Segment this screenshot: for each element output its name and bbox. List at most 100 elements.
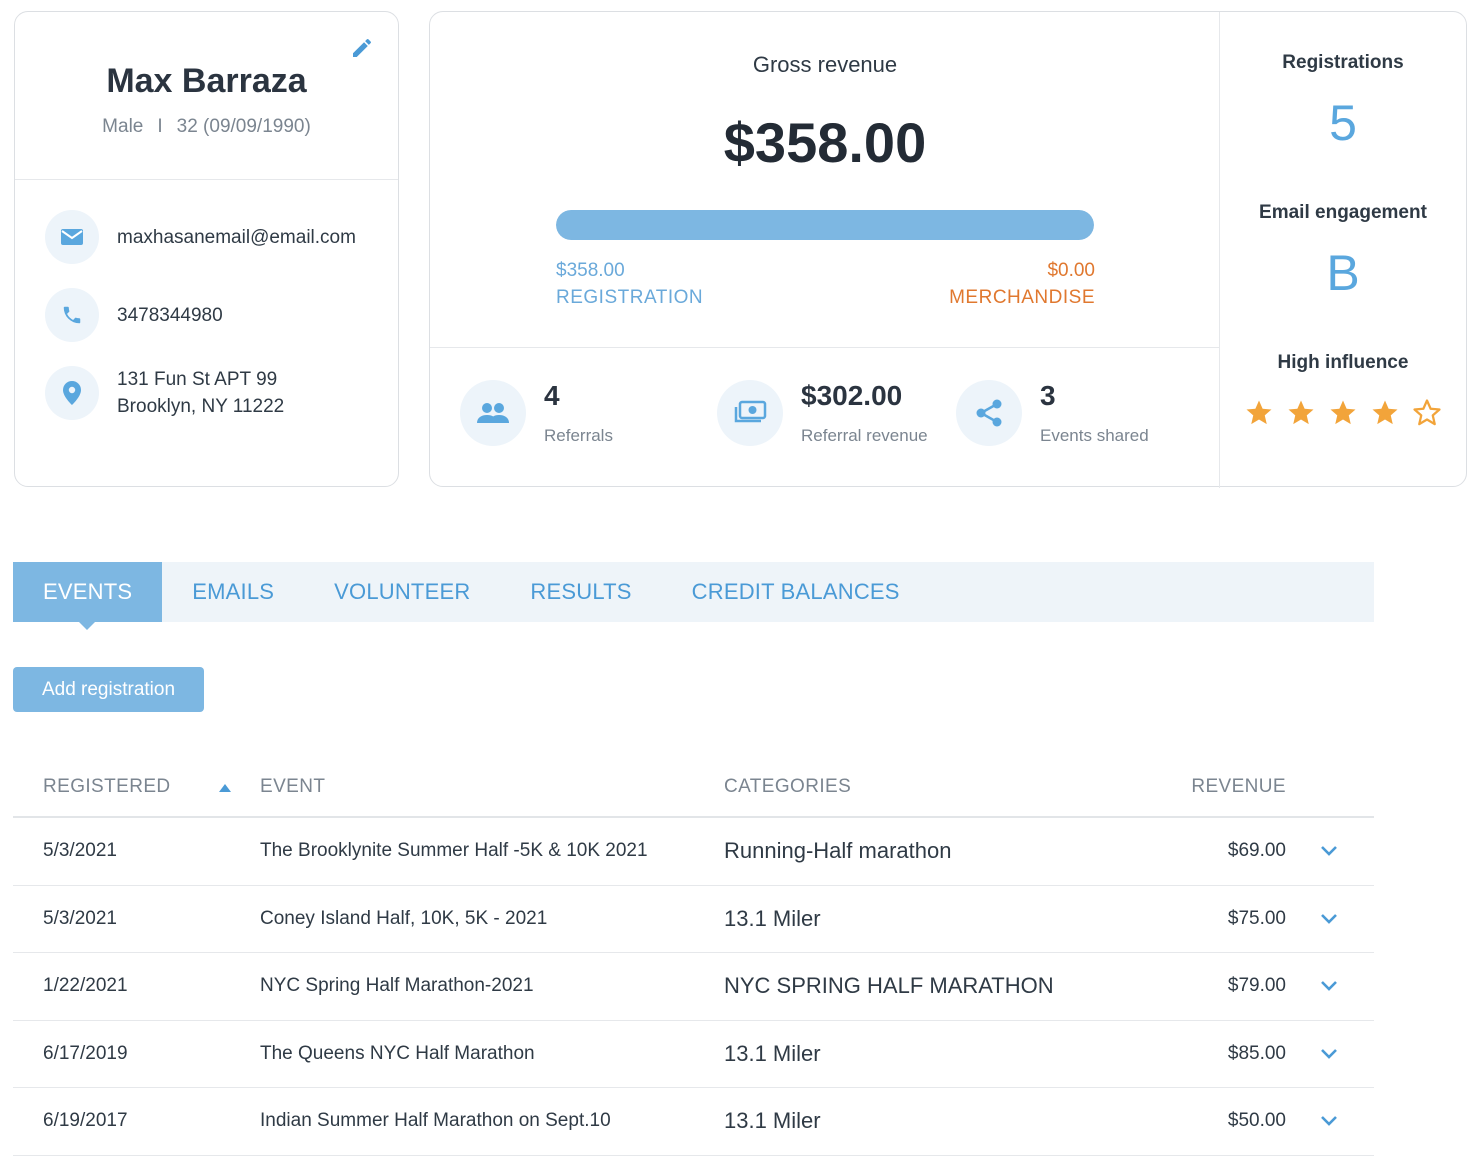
profile-meta: Male I 32 (09/09/1990): [15, 116, 398, 138]
star-filled-icon: [1372, 400, 1398, 425]
cell-category: NYC SPRING HALF MARATHON: [724, 973, 1054, 998]
tab-events[interactable]: EVENTS: [13, 562, 163, 630]
address-text: 131 Fun St APT 99 Brooklyn, NY 11222: [117, 366, 284, 420]
email-icon: [45, 210, 99, 264]
table-header: REGISTERED EVENT CATEGORIES REVENUE: [13, 752, 1374, 818]
referrals-label: Referrals: [544, 426, 613, 445]
people-icon: [460, 380, 526, 446]
influence-label: High influence: [1277, 352, 1409, 373]
meta-separator: I: [157, 116, 163, 137]
header-categories[interactable]: CATEGORIES: [724, 776, 852, 797]
star-outline-icon: [1413, 399, 1441, 426]
registrations-count: 5: [1329, 95, 1357, 151]
table-row[interactable]: 6/19/2017 Indian Summer Half Marathon on …: [13, 1088, 1374, 1156]
cell-registered: 5/3/2021: [43, 840, 117, 861]
events-shared-label: Events shared: [1040, 426, 1149, 445]
share-icon: [956, 380, 1022, 446]
star-filled-icon: [1246, 400, 1272, 425]
table-row[interactable]: 1/22/2021 NYC Spring Half Marathon-2021 NY…: [13, 953, 1374, 1021]
tab-emails[interactable]: EMAILS: [192, 579, 275, 604]
email-row: maxhasanemail@email.com: [45, 210, 356, 264]
cell-revenue: $79.00: [1227, 975, 1286, 996]
phone-row: 3478344980: [45, 288, 223, 342]
table-row[interactable]: 5/3/2021 The Brooklynite Summer Half -5K …: [13, 818, 1374, 886]
edit-profile-button[interactable]: [350, 36, 374, 60]
gross-revenue-label: Gross revenue: [752, 52, 898, 77]
registrations-table: REGISTERED EVENT CATEGORIES REVENUE 5/3/…: [13, 752, 1374, 1156]
tab-credit-balances[interactable]: CREDIT BALANCES: [691, 579, 900, 604]
phone-text[interactable]: 3478344980: [117, 304, 223, 326]
email-engagement-grade: B: [1326, 245, 1360, 301]
chevron-down-icon[interactable]: [1319, 912, 1339, 926]
registration-label: REGISTRATION: [556, 287, 704, 308]
profile-gender: Male: [102, 116, 144, 137]
revenue-progress-bar: [556, 210, 1094, 240]
email-text[interactable]: maxhasanemail@email.com: [117, 226, 356, 248]
cell-category: 13.1 Miler: [724, 1108, 821, 1133]
influence-rating: [1244, 398, 1442, 428]
gross-revenue-panel: Gross revenue $358.00 $358.00 REGISTRATI…: [430, 12, 1220, 348]
cell-registered: 1/22/2021: [43, 975, 128, 996]
profile-age-dob: 32 (09/09/1990): [176, 116, 311, 137]
header-event[interactable]: EVENT: [260, 776, 326, 797]
address-line2: Brooklyn, NY 11222: [117, 396, 285, 417]
email-engagement-label: Email engagement: [1259, 202, 1427, 223]
cell-registered: 6/19/2017: [43, 1110, 128, 1131]
chevron-down-icon[interactable]: [1319, 979, 1339, 993]
stat-events-shared: 3 Events shared: [956, 378, 1149, 446]
address-row: 131 Fun St APT 99 Brooklyn, NY 11222: [45, 366, 284, 420]
profile-card: Max Barraza Male I 32 (09/09/1990) maxhasa…: [14, 11, 399, 487]
location-pin-icon: [45, 366, 99, 420]
referral-revenue-value: $302.00: [801, 380, 903, 411]
money-icon: [717, 380, 783, 446]
tab-volunteer[interactable]: VOLUNTEER: [334, 579, 471, 604]
add-registration-button[interactable]: Add registration: [13, 667, 204, 712]
cell-revenue: $75.00: [1227, 907, 1286, 929]
cell-category: Running-Half marathon: [724, 838, 952, 863]
referral-stats: 4 Referrals $302.00 Referral revenue 3 E…: [430, 348, 1220, 488]
registrations-label: Registrations: [1282, 52, 1404, 73]
star-filled-icon: [1288, 400, 1314, 425]
cell-event: Indian Summer Half Marathon on Sept.10: [260, 1110, 611, 1131]
cell-event: Coney Island Half, 10K, 5K - 2021: [260, 907, 548, 929]
sort-ascending-icon[interactable]: [219, 784, 231, 792]
referrals-value: 4: [544, 380, 560, 411]
pencil-icon: [353, 38, 371, 57]
gross-revenue-value: $358.00: [723, 111, 927, 174]
cell-revenue: $85.00: [1227, 1042, 1286, 1064]
registration-amount: $358.00: [556, 260, 625, 281]
stat-referral-revenue: $302.00 Referral revenue: [717, 378, 928, 446]
stat-referrals: 4 Referrals: [460, 378, 613, 446]
phone-icon: [45, 288, 99, 342]
merchandise-amount: $0.00: [1047, 260, 1095, 281]
engagement-panel: Registrations 5 Email engagement B High …: [1220, 12, 1466, 488]
cell-revenue: $69.00: [1227, 840, 1286, 861]
revenue-card: Gross revenue $358.00 $358.00 REGISTRATI…: [429, 11, 1467, 488]
chevron-down-icon[interactable]: [1319, 1047, 1339, 1061]
chevron-down-icon[interactable]: [1319, 1114, 1339, 1128]
cell-category: 13.1 Miler: [724, 1040, 821, 1066]
profile-name: Max Barraza: [106, 62, 307, 100]
cell-registered: 6/17/2019: [43, 1042, 128, 1064]
cell-event: The Queens NYC Half Marathon: [260, 1042, 535, 1064]
registration-bar-fill: [556, 210, 1094, 240]
cell-event: NYC Spring Half Marathon-2021: [260, 975, 534, 996]
events-shared-value: 3: [1040, 380, 1056, 411]
star-filled-icon: [1330, 400, 1356, 425]
cell-event: The Brooklynite Summer Half -5K & 10K 20…: [260, 840, 648, 861]
tab-results[interactable]: RESULTS: [530, 579, 632, 604]
cell-category: 13.1 Miler: [724, 905, 821, 931]
referral-revenue-label: Referral revenue: [801, 426, 928, 445]
header-registered[interactable]: REGISTERED: [43, 776, 171, 797]
table-row[interactable]: 6/17/2019 The Queens NYC Half Marathon 13.…: [13, 1021, 1374, 1088]
chevron-down-icon[interactable]: [1319, 844, 1339, 858]
profile-header: Max Barraza Male I 32 (09/09/1990): [15, 12, 398, 180]
table-row[interactable]: 5/3/2021 Coney Island Half, 10K, 5K - 202…: [13, 886, 1374, 953]
header-revenue[interactable]: REVENUE: [1191, 776, 1286, 797]
cell-revenue: $50.00: [1227, 1110, 1286, 1131]
table-body: 5/3/2021 The Brooklynite Summer Half -5K …: [13, 818, 1374, 1156]
address-line1: 131 Fun St APT 99: [117, 369, 278, 390]
merchandise-label: MERCHANDISE: [949, 287, 1095, 308]
cell-registered: 5/3/2021: [43, 907, 117, 929]
profile-tabs: EVENTS EMAILS VOLUNTEER RESULTS CREDIT B…: [13, 562, 1374, 630]
